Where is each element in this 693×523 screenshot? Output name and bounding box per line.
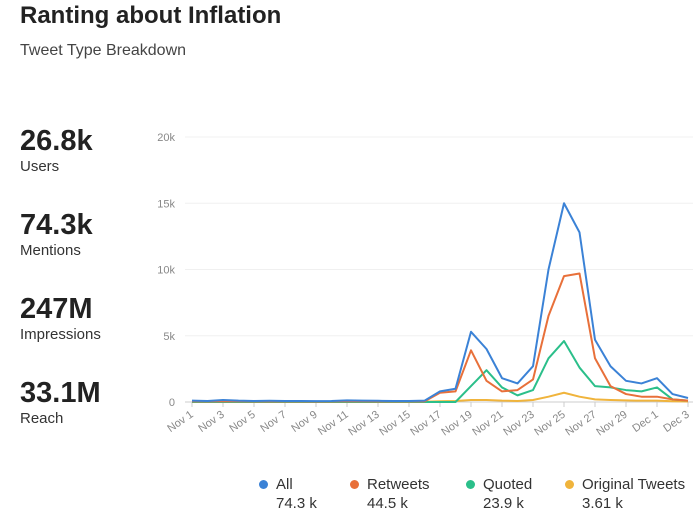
legend-dot xyxy=(350,480,359,489)
stat-label: Users xyxy=(20,158,60,175)
x-tick-label: Nov 13 xyxy=(346,409,381,439)
legend-item-all[interactable]: All 74.3 k xyxy=(259,476,317,512)
y-tick-label: 20k xyxy=(157,132,175,144)
stat-value: 74.3k xyxy=(20,209,93,241)
legend-item-retweets[interactable]: Retweets 44.5 k xyxy=(350,476,430,512)
x-tick-label: Nov 17 xyxy=(408,409,443,439)
x-tick-label: Nov 23 xyxy=(501,409,536,439)
legend-item-original-tweets[interactable]: Original Tweets 3.61 k xyxy=(565,476,685,512)
x-tick-label: Nov 15 xyxy=(377,409,412,439)
legend-dot xyxy=(259,480,268,489)
page-title: Ranting about Inflation xyxy=(20,2,282,29)
legend-item-quoted[interactable]: Quoted 23.9 k xyxy=(466,476,532,512)
legend-dot xyxy=(466,480,475,489)
x-tick-label: Nov 25 xyxy=(532,409,567,439)
x-tick-label: Nov 19 xyxy=(439,409,474,439)
stat-value: 247M xyxy=(20,293,93,325)
stat-value: 26.8k xyxy=(20,125,93,157)
legend-label: Original Tweets xyxy=(582,476,686,493)
legend-total: 3.61 k xyxy=(582,495,623,512)
legend-label: Quoted xyxy=(483,476,533,493)
stat-mentions: 74.3k Mentions xyxy=(20,208,93,259)
x-tick-label: Nov 7 xyxy=(258,409,288,435)
y-tick-label: 0 xyxy=(169,397,175,409)
series-line-retweets xyxy=(191,272,689,403)
legend-label: All xyxy=(276,476,293,493)
x-tick-label: Nov 21 xyxy=(470,409,505,439)
x-tick-label: Nov 1 xyxy=(165,409,195,435)
y-tick-label: 5k xyxy=(163,331,175,343)
legend-total: 74.3 k xyxy=(276,495,317,512)
stat-label: Mentions xyxy=(20,242,81,259)
page-subtitle: Tweet Type Breakdown xyxy=(20,42,187,59)
legend-dot xyxy=(565,480,574,489)
stat-reach: 33.1M Reach xyxy=(20,376,101,427)
stat-users: 26.8k Users xyxy=(20,124,93,175)
stat-label: Reach xyxy=(20,410,64,427)
x-tick-label: Nov 27 xyxy=(563,409,598,439)
x-tick-label: Dec 3 xyxy=(661,409,691,435)
legend-label: Retweets xyxy=(367,476,430,493)
x-tick-label: Dec 1 xyxy=(630,409,660,435)
stat-value: 33.1M xyxy=(20,377,101,409)
stat-impressions: 247M Impressions xyxy=(20,292,101,343)
y-tick-label: 10k xyxy=(157,265,175,277)
legend-total: 23.9 k xyxy=(483,495,524,512)
x-tick-label: Nov 5 xyxy=(227,409,257,435)
x-tick-label: Nov 11 xyxy=(316,409,351,438)
x-tick-label: Nov 3 xyxy=(196,409,226,435)
series-line-all xyxy=(191,202,689,403)
x-tick-label: Nov 9 xyxy=(289,409,319,435)
x-tick-label: Nov 29 xyxy=(594,409,629,439)
stat-label: Impressions xyxy=(20,326,101,343)
y-tick-label: 15k xyxy=(157,198,175,210)
legend-total: 44.5 k xyxy=(367,495,408,512)
